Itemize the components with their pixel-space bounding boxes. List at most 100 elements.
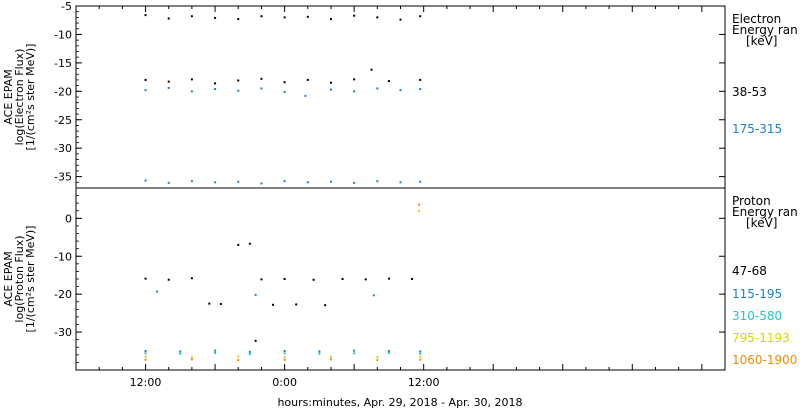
legend-title: Energy ran: [732, 205, 798, 219]
series-795-1193: [144, 209, 422, 359]
data-point: [418, 209, 421, 212]
series-1060-1900: [144, 203, 422, 362]
x-tick-label: 12:00: [408, 376, 440, 389]
data-point: [419, 352, 422, 355]
series-310-580: [144, 351, 422, 356]
data-point: [399, 89, 402, 92]
data-point: [237, 180, 240, 183]
data-point: [283, 356, 286, 359]
y-axis-label: [1/(cm²s ster MeV)]: [24, 44, 37, 151]
y-tick-label: 0: [65, 212, 72, 225]
data-point: [295, 303, 298, 306]
data-point: [329, 81, 332, 84]
data-point: [190, 358, 193, 361]
data-point: [283, 278, 286, 280]
data-point: [411, 278, 414, 280]
data-point: [237, 89, 240, 92]
data-point: [237, 355, 240, 358]
data-point: [306, 78, 309, 81]
data-point: [190, 356, 193, 359]
legend-entry: 175-315: [732, 122, 782, 136]
data-point: [283, 358, 286, 361]
data-point: [312, 278, 315, 281]
data-point: [208, 302, 211, 305]
data-point: [329, 355, 332, 358]
data-point: [329, 180, 332, 183]
data-point: [167, 181, 170, 184]
legend-title: [keV]: [746, 216, 777, 230]
y-axis-label: ACE EPAM: [2, 69, 15, 124]
data-point: [318, 352, 321, 355]
panel-electron: -5 -10 -15 -20 -25 -30 -35 ACE EPAMlog(Electron…: [2, 0, 798, 189]
legend-title: [keV]: [746, 34, 777, 48]
data-point: [419, 358, 422, 361]
data-point: [283, 90, 286, 93]
data-point: [190, 15, 193, 18]
data-point: [419, 180, 422, 183]
data-point: [248, 242, 251, 245]
data-point: [237, 243, 240, 246]
data-point: [399, 18, 402, 21]
data-point: [376, 87, 379, 90]
data-point: [283, 352, 286, 355]
data-point: [260, 87, 263, 90]
data-point: [190, 90, 193, 93]
data-point: [254, 293, 257, 296]
legend-entry: 310-580: [732, 309, 782, 323]
data-point: [306, 15, 309, 18]
y-tick-label: -35: [54, 171, 72, 184]
data-point: [254, 339, 257, 342]
legend-entry: 795-1193: [732, 331, 790, 345]
data-point: [190, 180, 193, 183]
data-point: [419, 350, 422, 353]
data-point: [144, 352, 147, 355]
data-point: [419, 88, 422, 91]
data-point: [419, 355, 422, 358]
data-point: [260, 278, 263, 281]
data-point: [376, 359, 379, 362]
data-point: [387, 277, 390, 280]
y-tick-label: -20: [54, 288, 72, 301]
plot-frame: [75, 187, 726, 371]
data-point: [144, 350, 147, 353]
legend-entry: 38-53: [732, 85, 767, 99]
y-tick-label: -20: [54, 85, 72, 98]
data-point: [144, 277, 147, 280]
x-tick-label: 12:00: [130, 376, 162, 389]
y-tick-label: -15: [54, 57, 72, 70]
data-point: [329, 358, 332, 361]
data-point: [167, 80, 170, 83]
y-tick-label: -5: [61, 0, 72, 13]
data-point: [144, 358, 147, 361]
data-point: [237, 18, 240, 21]
plot-frame: [75, 5, 726, 189]
data-point: [376, 356, 379, 359]
data-point: [167, 17, 170, 20]
data-point: [353, 352, 356, 355]
data-point: [418, 203, 421, 206]
data-point: [399, 181, 402, 184]
x-axis-title: hours:minutes, Apr. 29, 2018 - Apr. 30, …: [277, 396, 522, 409]
data-point: [214, 16, 217, 19]
data-point: [260, 15, 263, 18]
data-point: [353, 181, 356, 184]
data-point: [283, 16, 286, 19]
data-point: [144, 355, 147, 358]
data-point: [214, 82, 217, 85]
y-axis-label: ACE EPAM: [2, 251, 15, 306]
series-175-315: [144, 86, 422, 185]
y-tick-label: -30: [54, 142, 72, 155]
data-point: [306, 181, 309, 184]
data-point: [237, 359, 240, 362]
y-tick-label: -10: [54, 250, 72, 263]
data-point: [329, 88, 332, 91]
data-point: [387, 350, 390, 353]
data-point: [167, 278, 170, 281]
x-tick-label: 0:00: [272, 376, 297, 389]
data-point: [324, 304, 327, 307]
data-point: [260, 182, 263, 185]
data-point: [237, 79, 240, 82]
legend-entry: 1060-1900: [732, 353, 797, 367]
data-point: [214, 181, 217, 184]
